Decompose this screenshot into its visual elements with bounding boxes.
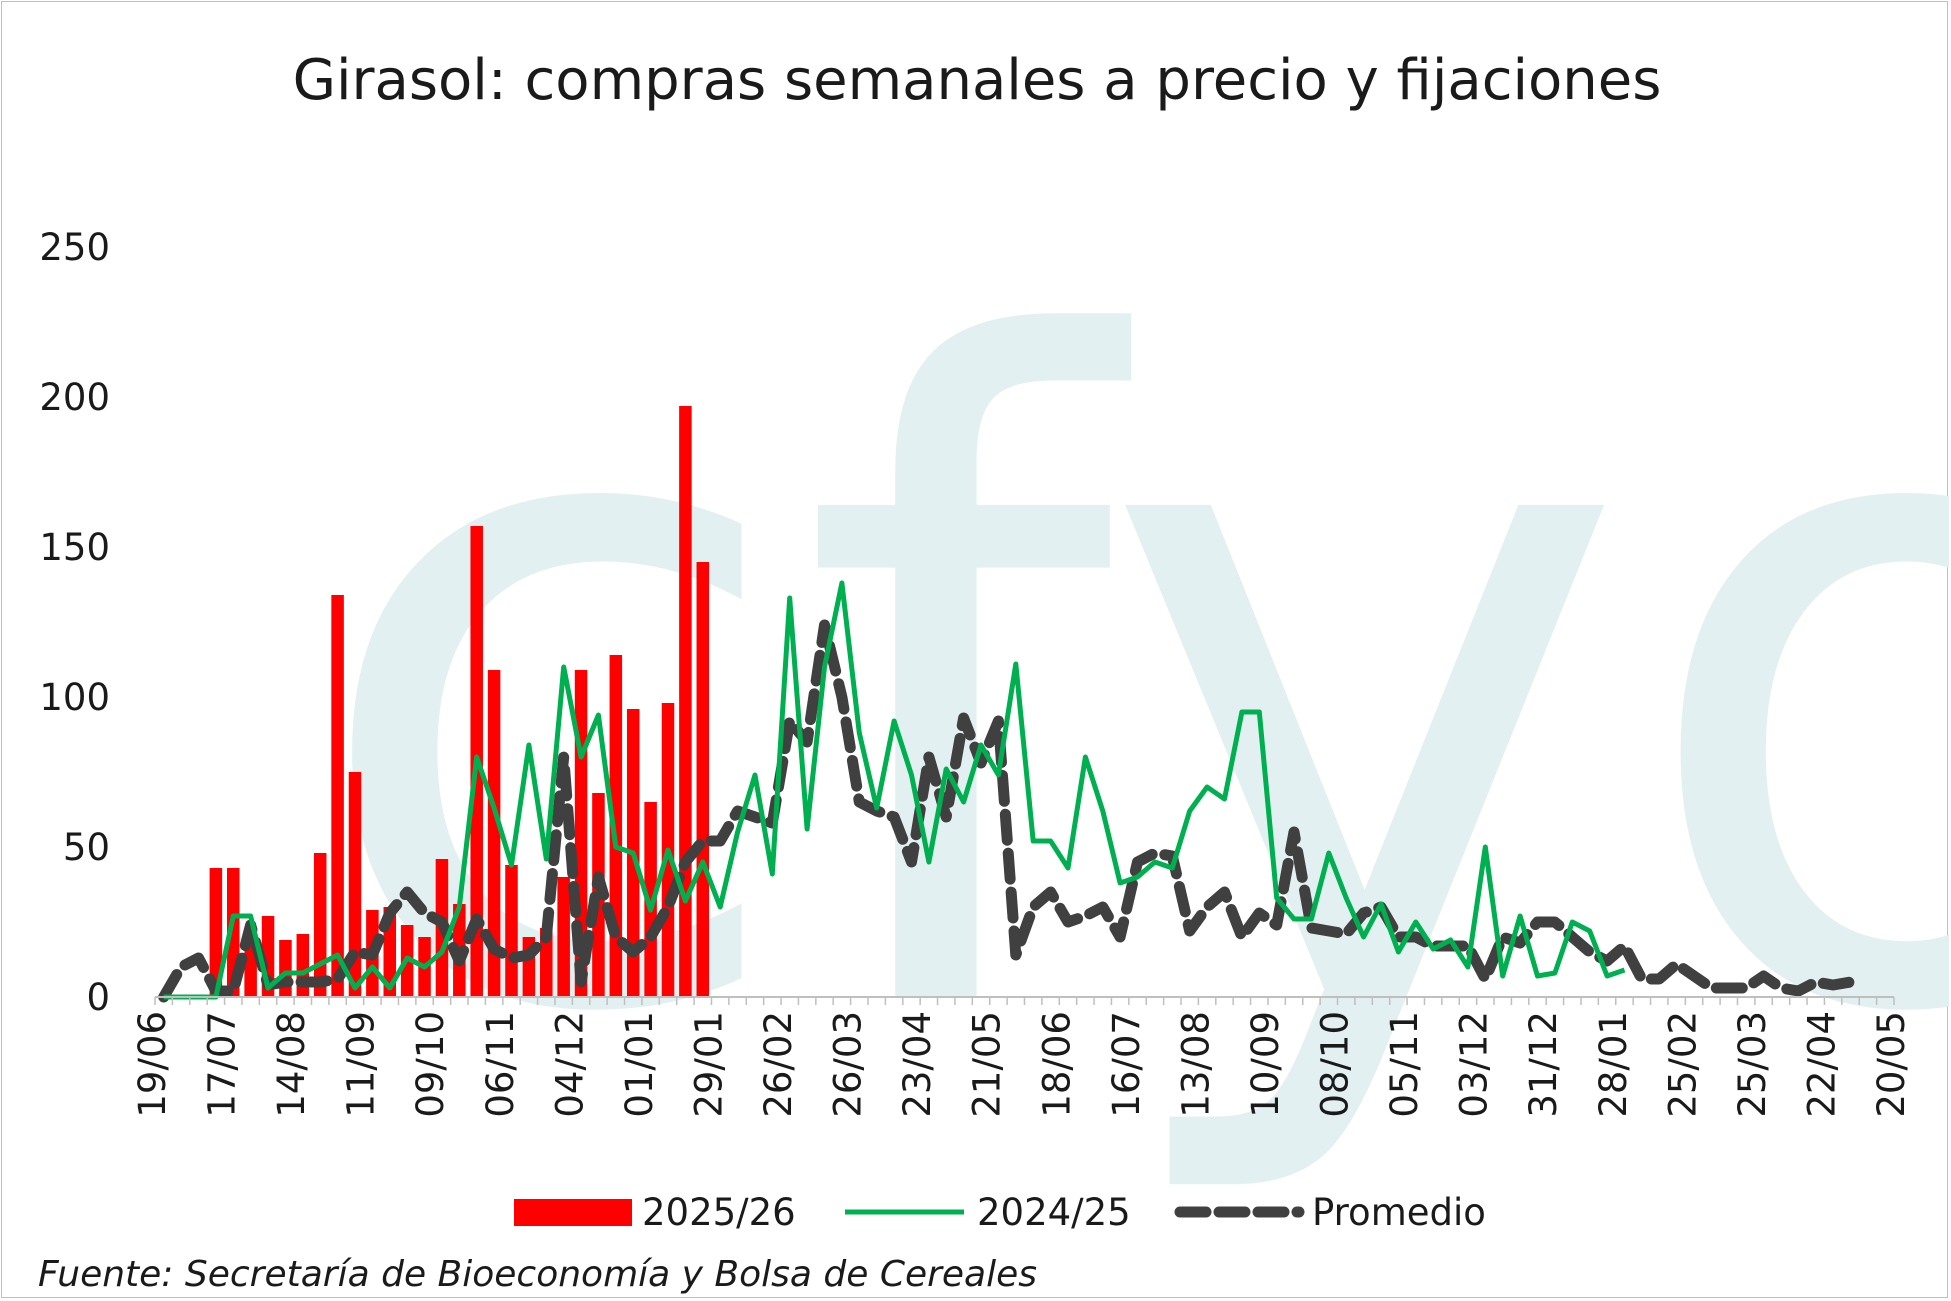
bar-2025-26	[331, 595, 344, 997]
x-tick-label: 13/08	[1174, 1011, 1217, 1118]
x-tick-label: 21/05	[966, 1011, 1009, 1118]
x-tick-label: 14/08	[270, 1011, 313, 1118]
x-tick-label: 18/06	[1035, 1011, 1078, 1118]
x-tick-label: 26/03	[827, 1011, 870, 1118]
x-axis: 19/06 17/07 14/08 11/09 09/10 06/11 04/12 01/01…	[131, 996, 1913, 1118]
bar-2025-26	[348, 772, 362, 997]
x-tick-label: 25/02	[1661, 1011, 1704, 1118]
y-tick-label: 200	[39, 376, 110, 419]
x-tick-label: 01/01	[618, 1011, 661, 1118]
x-tick-label: 04/12	[548, 1011, 591, 1118]
x-tick-label: 28/01	[1592, 1011, 1635, 1118]
line-series	[158, 580, 1856, 1003]
bar-2025-26	[505, 865, 518, 997]
x-tick-label: 05/11	[1383, 1011, 1426, 1118]
x-tick-label: 22/04	[1800, 1011, 1843, 1118]
x-tick-label: 25/03	[1731, 1011, 1774, 1118]
bar-2025-26	[209, 868, 223, 997]
x-tick-label: 20/05	[1870, 1011, 1913, 1118]
bar-2025-26	[644, 802, 657, 997]
bar-2025-26	[279, 940, 292, 997]
x-tick-label: 09/10	[409, 1011, 452, 1118]
y-axis: 0 50 100 150 200 250	[39, 226, 110, 1019]
bar-2025-26	[296, 934, 310, 997]
bar-2025-26	[696, 562, 710, 997]
x-tick-label: 10/09	[1244, 1011, 1287, 1118]
bar-2025-26	[679, 406, 692, 997]
source-note: Fuente: Secretaría de Bioeconomía y Bols…	[38, 1254, 1037, 1295]
x-tick-label: 29/01	[687, 1011, 730, 1118]
x-tick-label: 31/12	[1522, 1011, 1565, 1118]
bar-2025-26	[540, 928, 553, 997]
chart-title: Girasol: compras semanales a precio y fi…	[293, 48, 1662, 113]
y-tick-label: 150	[39, 526, 110, 569]
legend-swatch-2025-26	[514, 1199, 632, 1226]
y-tick-label: 100	[39, 676, 110, 719]
x-tick-label: 03/12	[1453, 1011, 1496, 1118]
x-tick-label: 11/09	[340, 1011, 383, 1118]
legend-label-2024-25: 2024/25	[977, 1191, 1131, 1234]
x-tick-label: 17/07	[201, 1011, 244, 1118]
x-tick-label: 26/02	[757, 1011, 800, 1118]
y-tick-label: 0	[86, 976, 110, 1019]
x-tick-label: 08/10	[1314, 1011, 1357, 1118]
y-tick-label: 50	[63, 826, 110, 869]
line-2024-25	[163, 580, 1626, 1000]
legend-label-2025-26: 2025/26	[642, 1191, 796, 1234]
x-tick-label: 16/07	[1105, 1011, 1148, 1118]
bar-2025-26	[487, 670, 501, 997]
x-tick-label: 23/04	[896, 1011, 939, 1118]
bar-2025-26	[557, 877, 570, 997]
y-tick-label: 250	[39, 226, 110, 269]
legend: 2025/26 2024/25 Promedio	[514, 1191, 1486, 1234]
legend-label-promedio: Promedio	[1312, 1191, 1486, 1234]
x-tick-label: 19/06	[131, 1011, 174, 1118]
bar-2025-26	[313, 853, 327, 997]
x-tick-label: 06/11	[479, 1011, 522, 1118]
